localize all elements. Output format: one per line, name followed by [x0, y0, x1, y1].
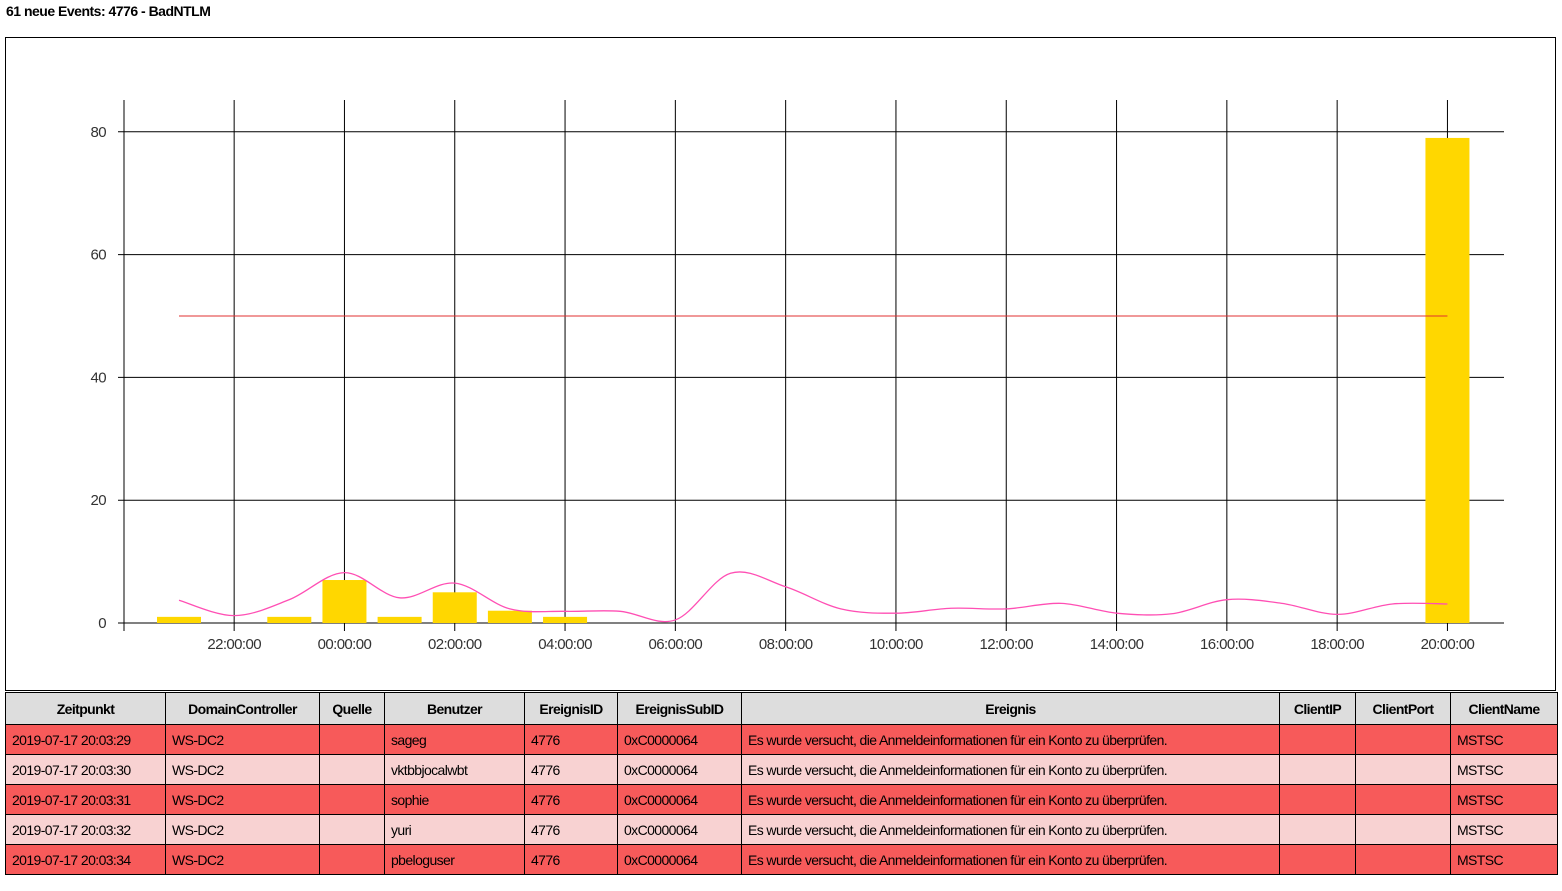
cell-clientport [1355, 724, 1451, 755]
chart-bar [322, 580, 367, 623]
column-header[interactable]: Ereignis [741, 692, 1280, 725]
column-header[interactable]: Benutzer [384, 692, 525, 725]
cell-domaincontroller: WS-DC2 [165, 844, 320, 875]
y-tick-label: 80 [91, 124, 107, 141]
column-header[interactable]: ClientPort [1355, 692, 1451, 725]
cell-clientport [1355, 784, 1451, 815]
cell-ereignisid: 4776 [524, 754, 618, 785]
cell-clientip [1279, 724, 1356, 755]
x-tick-label: 10:00:00 [869, 636, 923, 653]
cell-ereignissubid: 0xC0000064 [617, 844, 742, 875]
cell-clientport [1355, 754, 1451, 785]
cell-zeitpunkt: 2019-07-17 20:03:32 [5, 814, 166, 845]
chart-bar [1425, 137, 1470, 623]
cell-clientport [1355, 814, 1451, 845]
table-row[interactable]: 2019-07-17 20:03:32 WS-DC2 yuri 4776 0xC… [5, 814, 1558, 845]
chart-bar [377, 616, 422, 623]
chart-panel: 0 20 40 60 80 22:00:00 00:00:00 02:00:00 04:00:0… [5, 37, 1556, 691]
cell-clientip [1279, 844, 1356, 875]
cell-domaincontroller: WS-DC2 [165, 724, 320, 755]
column-header[interactable]: Zeitpunkt [5, 692, 166, 725]
cell-domaincontroller: WS-DC2 [165, 814, 320, 845]
cell-ereignis: Es wurde versucht, die Anmeldeinformatio… [741, 724, 1280, 755]
cell-ereignis: Es wurde versucht, die Anmeldeinformatio… [741, 814, 1280, 845]
cell-ereignisid: 4776 [524, 844, 618, 875]
cell-quelle [319, 724, 385, 755]
x-tick-label: 02:00:00 [428, 636, 482, 653]
table-row[interactable]: 2019-07-17 20:03:34 WS-DC2 pbeloguser 47… [5, 844, 1558, 875]
chart-bar [157, 616, 201, 623]
cell-ereignis: Es wurde versucht, die Anmeldeinformatio… [741, 844, 1280, 875]
x-tick-label: 06:00:00 [649, 636, 703, 653]
cell-clientname: MSTSC [1450, 784, 1558, 815]
cell-ereignisid: 4776 [524, 814, 618, 845]
events-table: Zeitpunkt DomainController Quelle Benutz… [5, 692, 1558, 875]
table-row[interactable]: 2019-07-17 20:03:29 WS-DC2 sageg 4776 0x… [5, 724, 1558, 755]
cell-clientip [1279, 784, 1356, 815]
column-header[interactable]: ClientName [1450, 692, 1558, 725]
cell-quelle [319, 784, 385, 815]
cell-clientname: MSTSC [1450, 814, 1558, 845]
y-tick-label: 40 [91, 369, 107, 386]
cell-zeitpunkt: 2019-07-17 20:03:34 [5, 844, 166, 875]
y-tick-label: 0 [98, 615, 106, 632]
cell-quelle [319, 844, 385, 875]
cell-ereignissubid: 0xC0000064 [617, 814, 742, 845]
column-header[interactable]: EreignisSubID [617, 692, 742, 725]
x-tick-label: 18:00:00 [1310, 636, 1364, 653]
cell-clientname: MSTSC [1450, 724, 1558, 755]
column-header[interactable]: EreignisID [524, 692, 618, 725]
cell-ereignis: Es wurde versucht, die Anmeldeinformatio… [741, 784, 1280, 815]
cell-ereignissubid: 0xC0000064 [617, 724, 742, 755]
x-tick-label: 08:00:00 [759, 636, 813, 653]
cell-clientport [1355, 844, 1451, 875]
x-tick-label: 12:00:00 [979, 636, 1033, 653]
chart-bar [487, 610, 532, 623]
column-header[interactable]: DomainController [165, 692, 320, 725]
y-tick-label: 60 [91, 247, 107, 264]
chart-bar [543, 616, 588, 623]
page-title: 61 neue Events: 4776 - BadNTLM [6, 3, 211, 19]
cell-ereignissubid: 0xC0000064 [617, 754, 742, 785]
cell-zeitpunkt: 2019-07-17 20:03:31 [5, 784, 166, 815]
trend-line [178, 571, 1448, 623]
chart-bar [267, 616, 312, 623]
cell-quelle [319, 814, 385, 845]
x-tick-label: 00:00:00 [318, 636, 372, 653]
cell-benutzer: vktbbjocalwbt [384, 754, 525, 785]
cell-ereignisid: 4776 [524, 724, 618, 755]
cell-benutzer: pbeloguser [384, 844, 525, 875]
column-header[interactable]: Quelle [319, 692, 385, 725]
events-chart: 0 20 40 60 80 22:00:00 00:00:00 02:00:00 04:00:0… [91, 100, 1504, 653]
cell-clientip [1279, 814, 1356, 845]
cell-benutzer: sageg [384, 724, 525, 755]
cell-benutzer: yuri [384, 814, 525, 845]
cell-zeitpunkt: 2019-07-17 20:03:30 [5, 754, 166, 785]
cell-ereignisid: 4776 [524, 784, 618, 815]
cell-zeitpunkt: 2019-07-17 20:03:29 [5, 724, 166, 755]
cell-clientname: MSTSC [1450, 844, 1558, 875]
cell-benutzer: sophie [384, 784, 525, 815]
table-header-row: Zeitpunkt DomainController Quelle Benutz… [5, 692, 1558, 725]
x-tick-label: 14:00:00 [1090, 636, 1144, 653]
cell-ereignissubid: 0xC0000064 [617, 784, 742, 815]
y-tick-label: 20 [91, 492, 107, 509]
table-row[interactable]: 2019-07-17 20:03:31 WS-DC2 sophie 4776 0… [5, 784, 1558, 815]
cell-ereignis: Es wurde versucht, die Anmeldeinformatio… [741, 754, 1280, 785]
x-tick-label: 04:00:00 [538, 636, 592, 653]
cell-clientname: MSTSC [1450, 754, 1558, 785]
x-tick-label: 22:00:00 [207, 636, 261, 653]
cell-domaincontroller: WS-DC2 [165, 754, 320, 785]
column-header[interactable]: ClientIP [1279, 692, 1356, 725]
chart-bar [432, 592, 477, 623]
table-row[interactable]: 2019-07-17 20:03:30 WS-DC2 vktbbjocalwbt… [5, 754, 1558, 785]
cell-clientip [1279, 754, 1356, 785]
x-tick-label: 16:00:00 [1200, 636, 1254, 653]
x-tick-label: 20:00:00 [1421, 636, 1475, 653]
cell-quelle [319, 754, 385, 785]
cell-domaincontroller: WS-DC2 [165, 784, 320, 815]
